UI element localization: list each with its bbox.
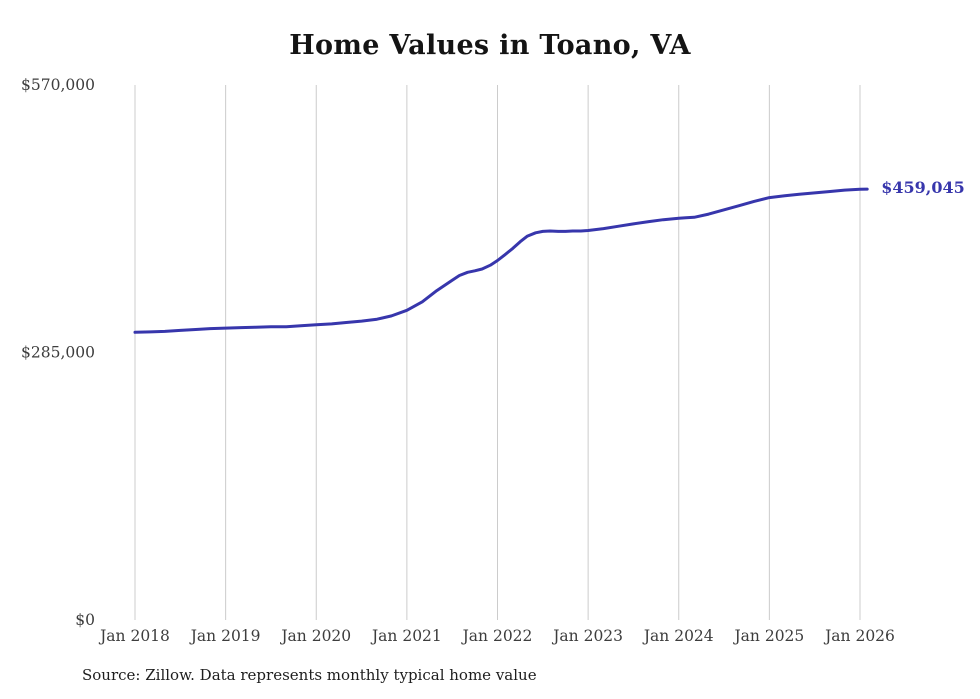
x-tick-label: Jan 2022	[461, 627, 533, 645]
x-tick-label: Jan 2023	[551, 627, 623, 645]
x-tick-label: Jan 2018	[98, 627, 170, 645]
x-tick-label: Jan 2026	[823, 627, 895, 645]
y-tick-label: $285,000	[21, 344, 95, 362]
home-value-line	[133, 187, 869, 334]
y-tick-label: $570,000	[21, 76, 95, 94]
x-tick-label: Jan 2024	[642, 627, 714, 645]
x-tick-label: Jan 2025	[732, 627, 804, 645]
chart-title: Home Values in Toano, VA	[289, 30, 691, 61]
source-note: Source: Zillow. Data represents monthly …	[82, 666, 537, 684]
x-tick-label: Jan 2020	[279, 627, 351, 645]
end-value-label: $459,045	[881, 178, 965, 197]
x-tick-label: Jan 2019	[189, 627, 261, 645]
x-tick-label: Jan 2021	[370, 627, 442, 645]
y-tick-label: $0	[75, 611, 95, 629]
